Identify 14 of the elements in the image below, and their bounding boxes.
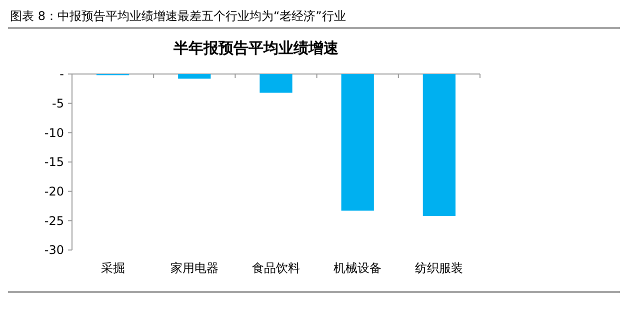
x-tick-label: 采掘 [100, 261, 125, 275]
y-tick-label: -30 [44, 243, 64, 258]
y-tick-label: -25 [44, 214, 64, 228]
y-tick-label: - [60, 67, 64, 82]
x-tick-label: 纺织服装 [415, 261, 464, 275]
chart-title: 图表 8：中报预告平均业绩增速最差五个行业均为“老经济”行业 [10, 9, 346, 23]
x-tick-label: 机械设备 [334, 261, 382, 275]
y-tick-label: -10 [44, 126, 64, 140]
x-tick-label: 家用电器 [170, 261, 218, 275]
y-tick-label: -20 [44, 184, 64, 199]
y-tick-label: -5 [52, 96, 64, 111]
y-tick-label: -15 [44, 155, 64, 170]
x-tick-label: 食品饮料 [252, 261, 300, 275]
chart-subtitle: 半年报预告平均业绩增速 [172, 39, 340, 57]
